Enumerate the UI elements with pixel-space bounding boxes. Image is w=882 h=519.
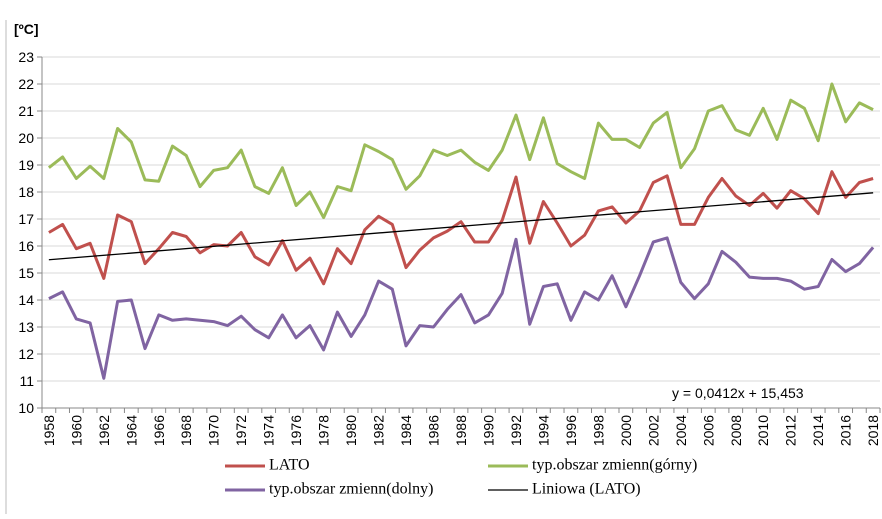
y-tick-label: 11 [19,373,34,389]
x-tick-label: 2006 [700,415,716,446]
x-tick-label: 1994 [535,415,551,446]
x-tick-label: 1996 [563,415,579,446]
legend-label: LATO [269,457,310,474]
y-tick-label: 17 [18,211,34,227]
y-axis-label: [ºC] [14,21,39,37]
x-tick-label: 1986 [426,415,442,446]
x-tick-label: 2012 [783,415,799,446]
y-tick-label: 20 [18,130,34,146]
y-tick-label: 10 [18,400,34,416]
legend-label: typ.obszar zmienn(dolny) [269,481,433,498]
y-tick-label: 22 [18,76,34,92]
y-tick-label: 19 [18,157,34,173]
x-tick-label: 1984 [398,415,414,446]
legend-label: typ.obszar zmienn(górny) [532,457,697,474]
x-tick-label: 2018 [865,415,881,446]
x-tick-label: 1978 [316,415,332,446]
trendline-equation: y = 0,0412x + 15,453 [672,385,804,401]
x-tick-label: 1962 [96,415,112,446]
x-tick-label: 2004 [673,415,689,446]
legend-label: Liniowa (LATO) [532,481,641,498]
series-line [48,170,874,286]
y-tick-label: 12 [18,346,34,362]
y-tick-label: 18 [18,184,34,200]
x-tick-label: 1976 [288,415,304,446]
y-tick-label: 16 [18,238,34,254]
y-tick-label: 14 [18,292,34,308]
x-tick-label: 2000 [618,415,634,446]
x-tick-label: 1988 [453,415,469,446]
x-tick-label: 1960 [68,415,84,446]
y-tick-label: 23 [18,49,34,65]
x-tick-label: 2002 [645,415,661,446]
y-tick-label: 15 [18,265,34,281]
x-tick-label: 1990 [480,415,496,446]
series-line [47,82,874,220]
x-tick-label: 1982 [371,415,387,446]
x-tick-label: 1972 [233,415,249,446]
x-tick-label: 1968 [178,415,194,446]
x-tick-label: 2008 [728,415,744,446]
x-tick-label: 1964 [123,415,139,446]
x-tick-label: 2010 [755,415,771,446]
x-tick-label: 2014 [810,415,826,446]
trendline [48,192,874,261]
x-tick-label: 1992 [508,415,524,446]
x-tick-label: 1998 [590,415,606,446]
y-tick-label: 21 [18,103,34,119]
x-tick-label: 1980 [343,415,359,446]
y-tick-label: 13 [18,319,34,335]
x-tick-label: 1966 [151,415,167,446]
x-tick-label: 2016 [838,415,854,446]
x-tick-label: 1958 [41,415,57,446]
x-tick-label: 1970 [206,415,222,446]
series-line [48,236,875,380]
x-tick-label: 1974 [261,415,277,446]
